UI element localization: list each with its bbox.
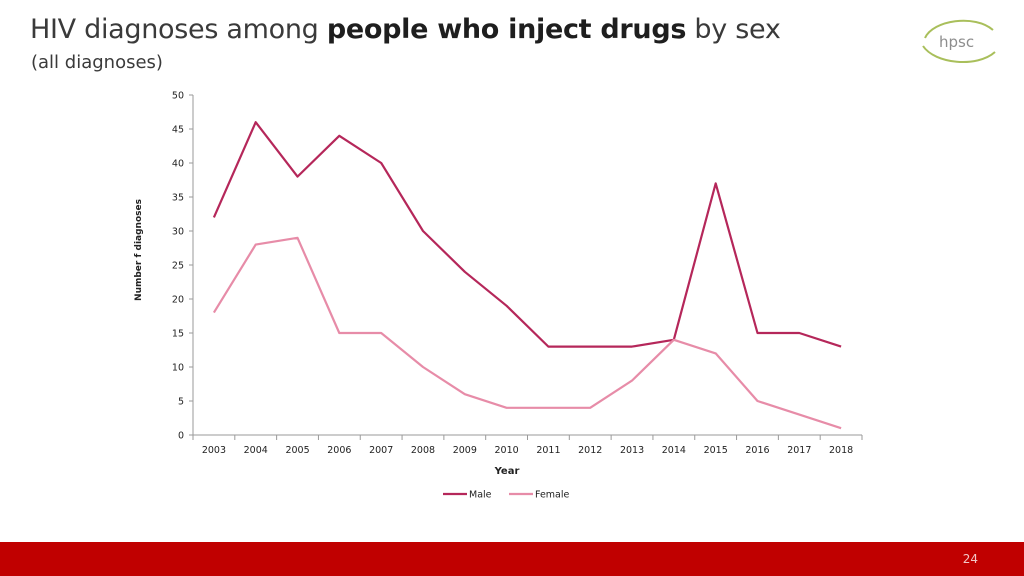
y-tick-label: 50 [172, 91, 184, 102]
y-axis-label: Number f diagnoses [134, 199, 144, 301]
x-tick-label: 2011 [536, 445, 560, 456]
x-tick-label: 2007 [369, 445, 393, 456]
x-tick-label: 2006 [327, 445, 351, 456]
legend-label-female: Female [535, 490, 570, 501]
x-tick-label: 2018 [829, 445, 853, 456]
y-tick-label: 25 [172, 261, 184, 272]
title-bold: people who inject drugs [326, 14, 687, 45]
footer-bar: 24 [0, 542, 1024, 576]
y-tick-label: 40 [172, 159, 184, 170]
title-post: by sex [686, 14, 781, 45]
x-tick-label: 2004 [244, 445, 268, 456]
x-tick-label: 2005 [285, 445, 309, 456]
chart-legend: Male Female [443, 490, 570, 501]
page-title: HIV diagnoses among people who inject dr… [30, 14, 781, 45]
series-line-male [212, 121, 842, 348]
y-tick-label: 30 [172, 227, 184, 238]
legend-label-male: Male [469, 490, 492, 501]
page-number: 24 [962, 552, 978, 566]
x-tick-label: 2008 [411, 445, 435, 456]
title-pre: HIV diagnoses among [30, 14, 327, 45]
x-tick-label: 2015 [704, 445, 728, 456]
y-tick-label: 0 [178, 431, 184, 442]
x-tick-label: 2009 [453, 445, 477, 456]
x-tick-label: 2013 [620, 445, 644, 456]
hpsc-logo: hpsc [922, 19, 996, 63]
y-tick-label: 35 [172, 193, 184, 204]
chart-series [212, 121, 842, 430]
x-axis-label: Year [494, 466, 520, 477]
y-tick-label: 20 [172, 295, 184, 306]
y-tick-label: 45 [172, 125, 184, 136]
chart-axes [192, 95, 862, 436]
series-line-female [212, 236, 842, 430]
x-tick-label: 2010 [495, 445, 519, 456]
x-tick-label: 2012 [578, 445, 602, 456]
x-tick-label: 2016 [745, 445, 769, 456]
page-subtitle: (all diagnoses) [31, 52, 163, 73]
x-tick-label: 2017 [787, 445, 811, 456]
x-tick-label: 2003 [202, 445, 226, 456]
y-tick-label: 5 [178, 397, 184, 408]
chart-ticks: 0 5 10 15 20 25 30 35 40 45 50 2003 2004 2005 2006 2007… [172, 91, 863, 456]
y-tick-label: 15 [172, 329, 184, 340]
y-tick-label: 10 [172, 363, 184, 374]
logo-text: hpsc [939, 33, 974, 51]
x-tick-label: 2014 [662, 445, 686, 456]
